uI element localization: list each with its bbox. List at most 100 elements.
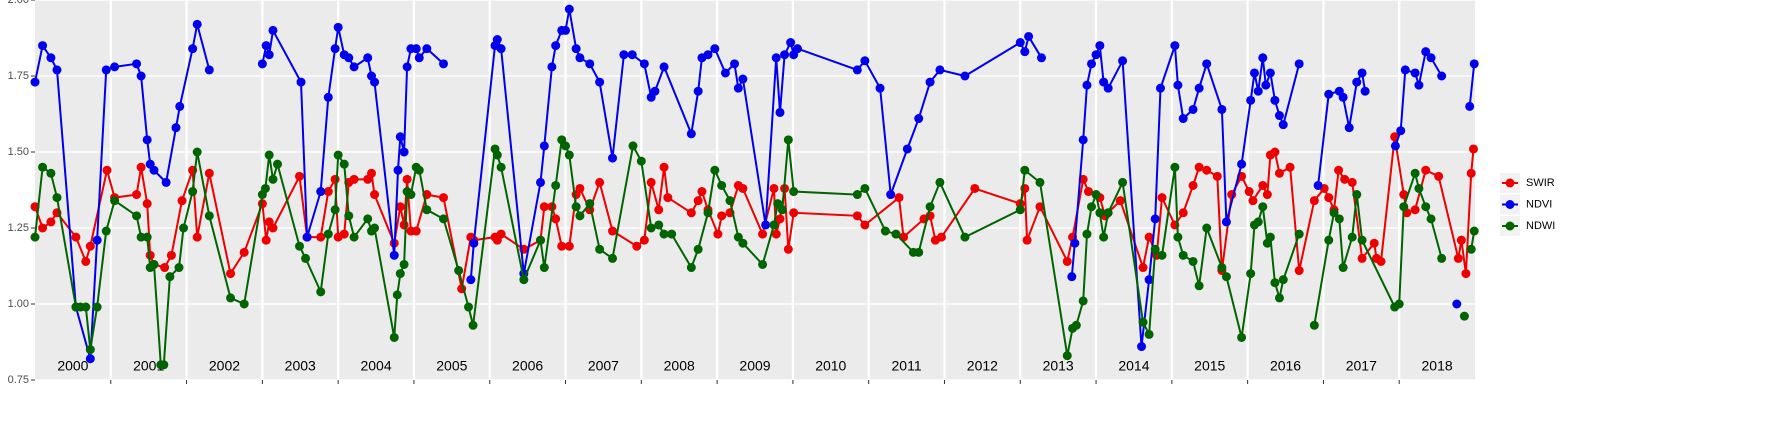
data-point [1270,95,1280,105]
data-point [1253,217,1263,227]
data-point [1249,68,1259,78]
data-point [585,199,595,209]
data-point [1274,168,1284,178]
data-point [1248,196,1258,206]
data-point [102,165,112,175]
data-point [395,269,405,279]
data-point [46,53,56,63]
legend-label: SWIR [1526,177,1555,189]
data-point [1188,104,1198,114]
data-point [1150,214,1160,224]
data-point [646,177,656,187]
data-point [1270,278,1280,288]
data-point [1469,59,1479,69]
legend-label: NDVI [1526,198,1552,210]
data-point [693,244,703,254]
data-point [789,187,799,197]
data-point [1178,250,1188,260]
data-point [38,41,48,51]
data-point [323,92,333,102]
data-point [261,235,271,245]
data-point [333,22,343,32]
year-label: 2012 [967,358,998,374]
data-point [1262,190,1272,200]
data-point [1115,196,1125,206]
data-point [1253,86,1263,96]
data-point [650,86,660,96]
data-point [316,187,326,197]
data-point [1178,208,1188,218]
y-tick-label: 1.75 [8,70,29,82]
data-point [323,187,333,197]
data-point [547,62,557,72]
data-point [725,196,735,206]
data-point [1399,202,1409,212]
data-point [585,59,595,69]
data-point [1434,171,1444,181]
data-point [296,77,306,87]
y-tick-label: 1.00 [8,298,29,310]
data-point [1437,253,1447,263]
data-point [575,183,585,193]
data-point [710,44,720,54]
data-point [891,229,901,239]
data-point [935,65,945,75]
data-point [894,193,904,203]
data-point [1144,232,1154,242]
data-point [1338,263,1348,273]
data-point [38,223,48,233]
data-point [71,232,81,242]
data-point [1344,123,1354,133]
data-point [204,211,214,221]
data-point [860,56,870,66]
data-point [1095,41,1105,51]
data-point [142,135,152,145]
data-point [165,272,175,282]
data-point [1118,177,1128,187]
data-point [268,174,278,184]
data-point [1324,89,1334,99]
data-point [46,217,56,227]
data-point [226,293,236,303]
data-point [411,44,421,54]
data-point [1396,126,1406,136]
data-point [273,159,283,169]
data-point [536,177,546,187]
data-point [564,150,574,160]
data-point [771,53,781,63]
data-point [370,223,380,233]
year-label: 2013 [1043,358,1074,374]
data-point [333,150,343,160]
data-point [1170,41,1180,51]
data-point [852,65,862,75]
data-point [1022,235,1032,245]
data-point [595,244,605,254]
data-point [395,202,405,212]
data-point [792,44,802,54]
data-point [1087,202,1097,212]
data-point [402,174,412,184]
data-point [1194,281,1204,291]
data-point [1360,86,1370,96]
data-point [738,183,748,193]
data-point [902,144,912,154]
data-point [1461,269,1471,279]
year-label: 2000 [57,358,88,374]
data-point [1400,65,1410,75]
data-point [1265,232,1275,242]
data-point [1067,272,1077,282]
data-point [769,183,779,193]
data-point [411,226,421,236]
legend-point [1505,221,1515,231]
data-point [30,232,40,242]
data-point [925,202,935,212]
data-point [188,44,198,54]
data-point [439,214,449,224]
data-point [1278,275,1288,285]
data-point [1338,92,1348,102]
data-point [1078,296,1088,306]
data-point [175,101,185,111]
data-point [1020,47,1030,57]
data-point [349,62,359,72]
data-point [663,193,673,203]
